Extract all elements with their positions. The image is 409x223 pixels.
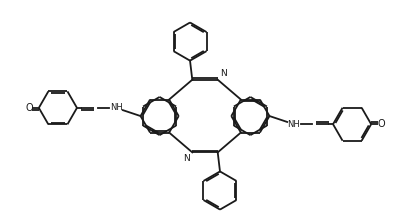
Text: N: N	[220, 69, 227, 78]
Text: NH: NH	[110, 103, 123, 112]
Text: O: O	[376, 119, 384, 129]
Text: NH: NH	[286, 120, 299, 129]
Text: N: N	[182, 154, 189, 163]
Text: O: O	[25, 103, 33, 113]
